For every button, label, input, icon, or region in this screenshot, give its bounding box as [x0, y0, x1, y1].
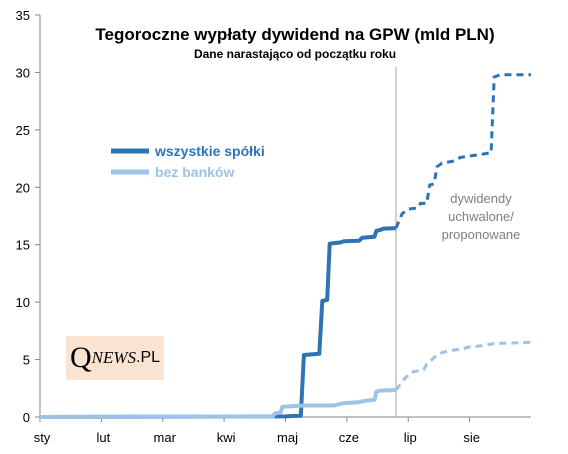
- logo-q: Q: [69, 341, 92, 374]
- y-tick-label: 25: [16, 123, 30, 138]
- y-ticks: 0 5 10 15 20 25 30 35: [16, 8, 40, 425]
- logo-pl: .PL: [136, 349, 161, 366]
- x-tick-label: lip: [404, 430, 417, 445]
- y-tick-label: 10: [16, 295, 30, 310]
- y-tick-label: 15: [16, 238, 30, 253]
- annotation-planned-dividends: dywidendy uchwalone/proponowane: [442, 191, 521, 242]
- legend: wszystkie spółki bez banków: [111, 143, 265, 180]
- x-tick-label: mar: [154, 430, 177, 445]
- y-tick-label: 20: [16, 180, 30, 195]
- y-tick-label: 5: [23, 353, 30, 368]
- series-line-0-planned: [394, 73, 531, 229]
- series-line-1-actual: [39, 388, 397, 419]
- x-tick-label: lut: [97, 430, 111, 445]
- x-tick-label: maj: [277, 430, 298, 445]
- series-layer: [39, 73, 532, 419]
- x-tick-label: sie: [463, 430, 480, 445]
- series-line-0-actual: [39, 226, 397, 419]
- legend-label-wszystkie: wszystkie spółki: [154, 143, 265, 159]
- logo-news: NEWS: [91, 348, 137, 367]
- chart-subtitle: Dane narastająco od początku roku: [194, 47, 396, 61]
- x-tick-label: kwi: [217, 430, 236, 445]
- series-line-1-planned: [394, 340, 532, 391]
- qnews-logo: Q NEWS .PL: [66, 336, 164, 380]
- y-tick-label: 0: [23, 410, 30, 425]
- x-ticks: sty lut mar kwi maj cze lip sie: [34, 417, 480, 445]
- y-tick-label: 30: [16, 65, 30, 80]
- x-tick-label: sty: [34, 430, 51, 445]
- y-tick-label: 35: [16, 8, 30, 23]
- legend-label-bez-bankow: bez banków: [155, 164, 234, 180]
- x-tick-label: cze: [339, 430, 359, 445]
- chart-title: Tegoroczne wypłaty dywidend na GPW (mld …: [95, 25, 494, 44]
